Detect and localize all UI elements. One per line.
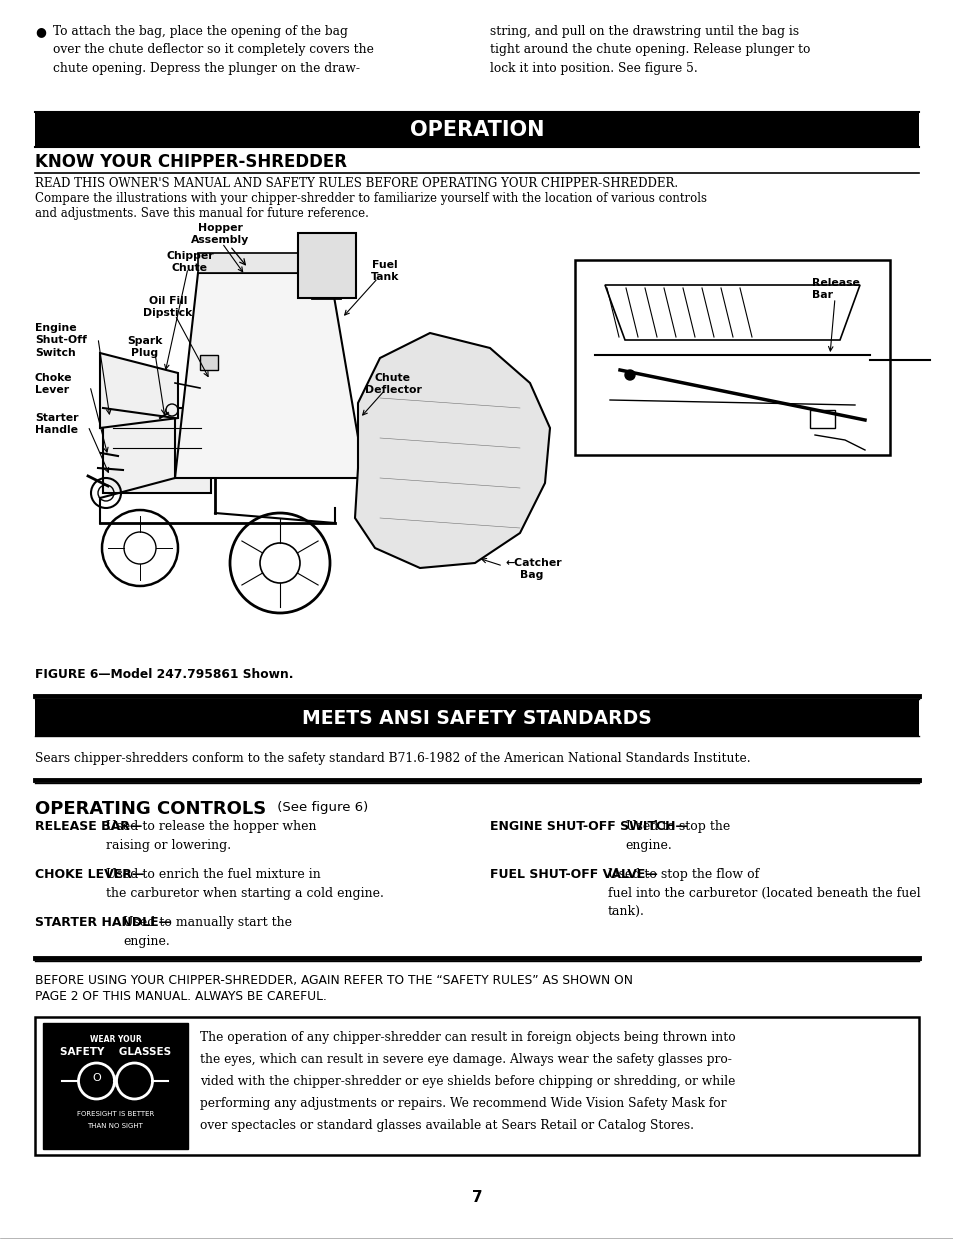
Text: CHOKE LEVER—: CHOKE LEVER— xyxy=(35,868,144,881)
Text: PAGE 2 OF THIS MANUAL. ALWAYS BE CAREFUL.: PAGE 2 OF THIS MANUAL. ALWAYS BE CAREFUL… xyxy=(35,991,327,1003)
Text: Chipper
Chute: Chipper Chute xyxy=(166,250,213,273)
Text: the eyes, which can result in severe eye damage. Always wear the safety glasses : the eyes, which can result in severe eye… xyxy=(200,1053,731,1067)
Bar xyxy=(198,253,330,273)
Text: Spark
Plug: Spark Plug xyxy=(127,336,163,359)
Text: Release
Bar: Release Bar xyxy=(811,278,859,300)
Bar xyxy=(35,700,918,736)
Text: SAFETY    GLASSES: SAFETY GLASSES xyxy=(60,1047,171,1057)
Bar xyxy=(43,1023,188,1149)
Text: ENGINE SHUT-OFF SWITCH—: ENGINE SHUT-OFF SWITCH— xyxy=(490,820,687,834)
Text: and adjustments. Save this manual for future reference.: and adjustments. Save this manual for fu… xyxy=(35,207,369,221)
Text: Used to enrich the fuel mixture in
the carburetor when starting a cold engine.: Used to enrich the fuel mixture in the c… xyxy=(106,868,383,900)
Text: Fuel
Tank: Fuel Tank xyxy=(371,260,398,283)
Text: Starter
Handle: Starter Handle xyxy=(35,412,78,435)
Text: To attach the bag, place the opening of the bag
over the chute deflector so it c: To attach the bag, place the opening of … xyxy=(53,25,374,75)
Bar xyxy=(200,355,218,370)
Text: Used to stop the
engine.: Used to stop the engine. xyxy=(625,820,729,851)
Text: over spectacles or standard glasses available at Sears Retail or Catalog Stores.: over spectacles or standard glasses avai… xyxy=(200,1119,693,1133)
Text: OPERATING CONTROLS: OPERATING CONTROLS xyxy=(35,800,266,819)
Text: Sears chipper-shredders conform to the safety standard B71.6-1982 of the America: Sears chipper-shredders conform to the s… xyxy=(35,753,750,765)
Text: OPERATION: OPERATION xyxy=(410,120,543,140)
Text: (See figure 6): (See figure 6) xyxy=(273,801,368,814)
Bar xyxy=(809,410,834,427)
Text: BEFORE USING YOUR CHIPPER-SHREDDER, AGAIN REFER TO THE “SAFETY RULES” AS SHOWN O: BEFORE USING YOUR CHIPPER-SHREDDER, AGAI… xyxy=(35,974,633,987)
Polygon shape xyxy=(355,333,550,568)
Text: Engine
Shut-Off
Switch: Engine Shut-Off Switch xyxy=(35,323,87,358)
Text: vided with the chipper-shredder or eye shields before chipping or shredding, or : vided with the chipper-shredder or eye s… xyxy=(200,1075,735,1088)
Bar xyxy=(297,233,355,298)
Text: THAN NO SIGHT: THAN NO SIGHT xyxy=(88,1123,143,1129)
Text: 7: 7 xyxy=(471,1190,482,1205)
Text: FORESIGHT IS BETTER: FORESIGHT IS BETTER xyxy=(77,1111,154,1116)
Text: O: O xyxy=(92,1073,101,1083)
Text: string, and pull on the drawstring until the bag is
tight around the chute openi: string, and pull on the drawstring until… xyxy=(490,25,809,75)
Text: WEAR YOUR: WEAR YOUR xyxy=(90,1035,141,1044)
Bar xyxy=(35,112,918,147)
Text: KNOW YOUR CHIPPER-SHREDDER: KNOW YOUR CHIPPER-SHREDDER xyxy=(35,153,347,171)
Text: Oil Fill
Dipstick: Oil Fill Dipstick xyxy=(143,297,193,319)
Text: Used to manually start the
engine.: Used to manually start the engine. xyxy=(123,916,293,947)
Bar xyxy=(35,1017,918,1155)
Text: Hopper
Assembly: Hopper Assembly xyxy=(191,223,249,245)
Text: READ THIS OWNER'S MANUAL AND SAFETY RULES BEFORE OPERATING YOUR CHIPPER-SHREDDER: READ THIS OWNER'S MANUAL AND SAFETY RULE… xyxy=(35,177,678,189)
Text: RELEASE BAR—: RELEASE BAR— xyxy=(35,820,142,834)
Text: ←Catcher
    Bag: ←Catcher Bag xyxy=(504,558,561,581)
Text: ●: ● xyxy=(35,25,46,37)
Circle shape xyxy=(624,370,635,380)
Text: FUEL SHUT-OFF VALVE—: FUEL SHUT-OFF VALVE— xyxy=(490,868,657,881)
Text: Used to release the hopper when
raising or lowering.: Used to release the hopper when raising … xyxy=(106,820,316,851)
Text: Used to stop the flow of
fuel into the carburetor (located beneath the fuel
tank: Used to stop the flow of fuel into the c… xyxy=(607,868,920,918)
Text: MEETS ANSI SAFETY STANDARDS: MEETS ANSI SAFETY STANDARDS xyxy=(302,709,651,728)
Text: Choke
Lever: Choke Lever xyxy=(35,373,72,395)
Polygon shape xyxy=(174,273,365,478)
Text: Compare the illustrations with your chipper-shredder to familiarize yourself wit: Compare the illustrations with your chip… xyxy=(35,192,706,206)
Polygon shape xyxy=(100,353,178,427)
Text: FIGURE 6—Model 247.795861 Shown.: FIGURE 6—Model 247.795861 Shown. xyxy=(35,668,294,682)
Text: STARTER HANDLE—: STARTER HANDLE— xyxy=(35,916,171,930)
Text: Chute
Deflector: Chute Deflector xyxy=(364,373,421,395)
Text: The operation of any chipper-shredder can result in foreign objects being thrown: The operation of any chipper-shredder ca… xyxy=(200,1030,735,1044)
Bar xyxy=(103,407,211,493)
Text: performing any adjustments or repairs. We recommend Wide Vision Safety Mask for: performing any adjustments or repairs. W… xyxy=(200,1096,726,1110)
Bar xyxy=(575,260,889,455)
